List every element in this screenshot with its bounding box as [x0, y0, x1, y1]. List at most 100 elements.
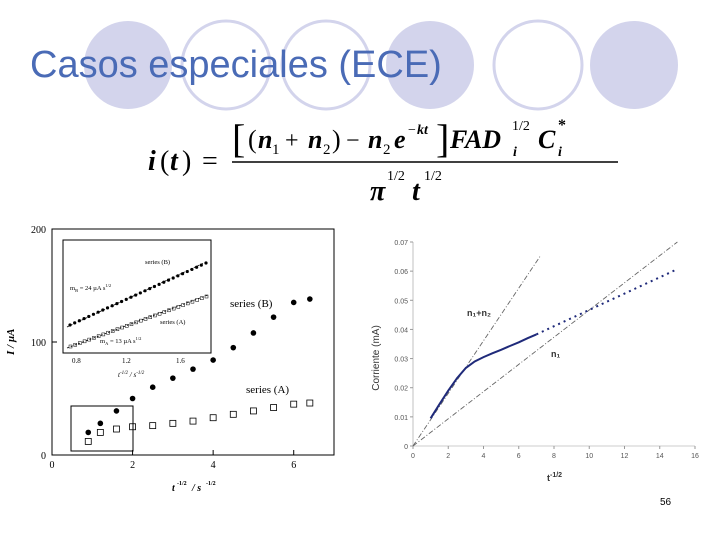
right-xtick-label: 4: [482, 453, 486, 460]
series-a-point: [84, 438, 92, 445]
inset-point-b: [162, 280, 166, 284]
inset-point-a: [185, 301, 190, 306]
deco-circle-4: [386, 21, 474, 109]
inset-point-a: [87, 337, 92, 342]
series-a-point: [209, 414, 217, 422]
series-a-point: [169, 419, 177, 427]
right-ytick-label: 0.04: [394, 327, 408, 334]
inset-point-b: [115, 302, 119, 306]
series-b-point: [97, 420, 104, 427]
inset-point-b: [176, 274, 180, 278]
svg-text:−: −: [408, 123, 416, 138]
inset-point-b: [143, 289, 147, 293]
right-xtick-label: 14: [656, 453, 664, 460]
inset-point-a: [181, 303, 185, 307]
inset-point-a: [162, 310, 167, 314]
current-curve-dotted: [535, 268, 678, 336]
right-ytick-label: 0.01: [394, 415, 408, 422]
series-b-point: [290, 299, 297, 306]
inset-point-a: [82, 339, 87, 344]
right-xlabel: t-1/2: [547, 472, 562, 483]
right-ytick-label: 0.02: [394, 386, 408, 393]
series-a-annotation: series (A): [246, 384, 289, 396]
left-xtick-label: 0: [50, 460, 55, 471]
svg-text:*: *: [558, 117, 566, 134]
inset-point-b: [101, 308, 105, 312]
svg-text:e: e: [394, 125, 406, 154]
zoom-box: [70, 405, 134, 452]
inset-point-a: [101, 332, 106, 337]
svg-text:1/2: 1/2: [424, 169, 442, 184]
svg-text:1/2: 1/2: [387, 169, 405, 184]
inset-label-mb: mB = 24 µA s1/2: [70, 283, 111, 293]
svg-text:C: C: [538, 125, 556, 154]
deco-circle-3: [280, 19, 372, 111]
svg-text:): ): [332, 125, 341, 154]
label-n1: n₁: [551, 349, 560, 359]
svg-text:-1/2: -1/2: [177, 481, 187, 487]
right-ytick-label: 0.06: [394, 269, 408, 276]
inset-xlabel: t-1/2 / s-1/2: [118, 371, 145, 379]
right-current-plot: 0 0.01 0.02 0.03 0.04 0.05 0.06 0.07 0 2 4 6 8 10 12 1…: [371, 240, 699, 483]
right-xtick-label: 8: [552, 453, 556, 460]
right-xtick-label: 0: [411, 453, 415, 460]
inset-point-a: [125, 324, 129, 328]
inset-point-b: [157, 282, 161, 286]
series-b-point: [149, 384, 156, 390]
svg-text:1/2: 1/2: [512, 119, 530, 134]
inset-point-b: [129, 295, 133, 299]
current-curve: [429, 333, 537, 419]
left-xtick-label: 4: [211, 460, 216, 471]
series-b-point: [170, 375, 176, 381]
right-xtick-label: 6: [517, 453, 521, 460]
page-number: 56: [660, 497, 672, 508]
svg-text:(: (: [248, 125, 257, 154]
inset-point-b: [171, 276, 175, 280]
inset-plot: series (B) series (A) mB = 24 µA s1/2 mA…: [62, 239, 212, 379]
right-ylabel: Corriente (mA): [371, 325, 382, 391]
right-ytick-label: 0: [404, 444, 408, 451]
inset-point-a: [143, 317, 148, 321]
deco-circle-6: [590, 21, 678, 109]
series-b-point: [190, 366, 196, 372]
series-a-point: [113, 425, 120, 433]
svg-text:i: i: [558, 145, 562, 160]
svg-text:(: (: [160, 146, 169, 177]
right-ytick-label: 0.03: [394, 357, 408, 364]
inset-point-a: [106, 330, 110, 335]
series-a-point: [96, 428, 104, 436]
svg-text:−: −: [346, 128, 360, 154]
inset-point-b: [68, 323, 72, 327]
svg-text:1: 1: [272, 142, 280, 158]
left-ytick-label: 0: [41, 451, 46, 462]
inset-xtick-2: 1.6: [176, 357, 185, 365]
asymptote-line-2: [412, 241, 678, 447]
inset-xtick-0: 0.8: [72, 357, 81, 365]
left-ylabel: I / µA: [5, 328, 17, 356]
inset-point-b: [199, 263, 203, 267]
right-ytick-label: 0.05: [394, 298, 408, 305]
inset-point-a: [167, 308, 171, 313]
svg-text:t: t: [170, 146, 179, 177]
inset-point-b: [73, 321, 77, 325]
svg-text:n: n: [258, 125, 272, 154]
inset-point-b: [195, 265, 199, 269]
series-b-point: [230, 344, 237, 351]
slide-title: Casos especiales (ECE): [30, 44, 442, 86]
series-b-point: [85, 429, 92, 436]
series-a-point: [189, 417, 197, 425]
series-b-point: [113, 408, 120, 414]
svg-text:i: i: [513, 145, 517, 160]
series-b-point: [270, 314, 277, 320]
svg-text:i: i: [148, 146, 156, 177]
series-b-point: [129, 395, 136, 402]
inset-label-ma: mA = 13 µA s1/2: [100, 336, 141, 346]
series-b-point: [250, 330, 257, 336]
right-xtick-label: 12: [621, 453, 629, 460]
svg-text:n: n: [308, 125, 322, 154]
svg-text:t: t: [412, 176, 421, 207]
right-xtick-label: 16: [691, 453, 699, 460]
inset-label-series-a: series (A): [160, 319, 185, 326]
inset-point-a: [204, 294, 209, 299]
svg-text:=: =: [202, 146, 218, 177]
